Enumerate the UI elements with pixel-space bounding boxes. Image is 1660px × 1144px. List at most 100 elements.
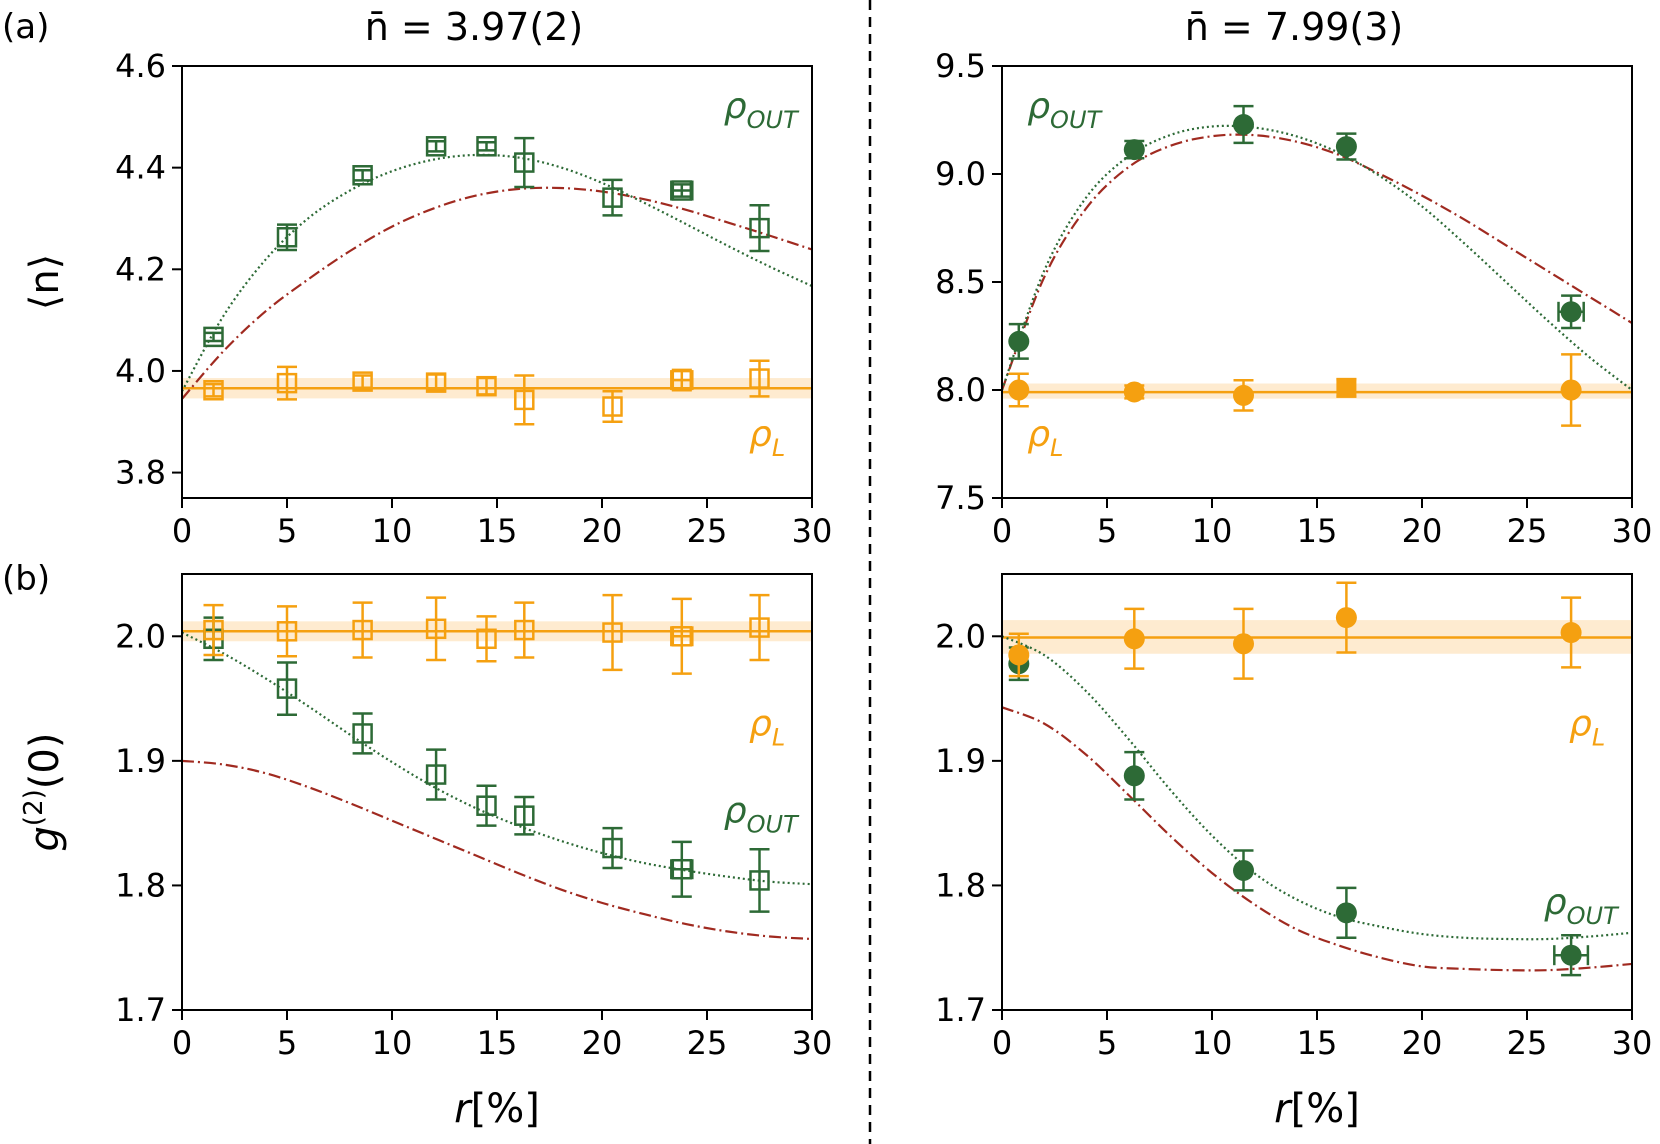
data-point-l xyxy=(1560,353,1582,427)
data-point-l xyxy=(203,380,224,401)
data-point-out xyxy=(1123,750,1145,801)
data-point-out xyxy=(1335,132,1357,161)
y-tick-label: 4.4 xyxy=(115,149,166,187)
x-tick-label: 30 xyxy=(1612,1024,1653,1062)
data-point-l xyxy=(1233,379,1254,412)
y-tick-label: 1.8 xyxy=(935,866,986,904)
data-point-l xyxy=(476,615,497,663)
data-point-l xyxy=(425,372,447,393)
data-point-out xyxy=(1335,886,1357,939)
data-point-l xyxy=(749,359,770,398)
data-point-out xyxy=(1008,322,1030,360)
data-point-out xyxy=(203,326,224,348)
x-tick-label: 30 xyxy=(792,1024,833,1062)
theory-curve xyxy=(1002,706,1632,972)
x-tick-label: 5 xyxy=(277,1024,297,1062)
data-point-out xyxy=(352,712,373,755)
y-tick-label: 1.9 xyxy=(935,742,986,780)
data-point-out xyxy=(1123,139,1145,161)
x-tick-label: 30 xyxy=(792,512,833,550)
data-point-out xyxy=(425,748,447,801)
y-tick-label: 8.5 xyxy=(935,263,986,301)
y-tick-label: 4.2 xyxy=(115,250,166,288)
x-tick-label: 25 xyxy=(1507,1024,1548,1062)
data-point-out xyxy=(602,178,623,217)
data-point-l xyxy=(276,605,298,658)
data-point-l xyxy=(425,596,447,662)
data-point-out xyxy=(1233,849,1254,892)
column-title-left: n̄ = 3.97(2) xyxy=(365,5,584,49)
data-point-l xyxy=(602,390,623,424)
data-point-out xyxy=(749,848,770,913)
y-axis-label: ⟨n⟩ xyxy=(22,254,68,311)
data-point-out xyxy=(476,136,497,157)
y-axis-label: g(2)(0) xyxy=(19,733,68,852)
data-point-out xyxy=(602,826,623,870)
x-axis-label: r[%] xyxy=(454,1086,540,1132)
data-point-l xyxy=(276,365,298,401)
data-point-l xyxy=(1008,372,1030,408)
y-tick-label: 1.7 xyxy=(935,991,986,1029)
x-tick-label: 5 xyxy=(1097,1024,1117,1062)
data-point-l xyxy=(670,597,694,675)
x-tick-label: 25 xyxy=(687,1024,728,1062)
panel-top-right: 0 5 10 15 20 25 30 7.5 8.0 8.5 9.0 9.5 ρOUT ρL xyxy=(935,47,1652,550)
data-point-out xyxy=(276,223,298,252)
x-tick-label: 25 xyxy=(687,512,728,550)
theory-curve xyxy=(1002,133,1632,391)
x-tick-label: 15 xyxy=(477,1024,518,1062)
data-point-l xyxy=(1560,596,1582,669)
fit-curve xyxy=(1002,635,1632,941)
x-tick-label: 10 xyxy=(1192,1024,1233,1062)
data-point-l xyxy=(602,593,623,672)
y-tick-label: 1.8 xyxy=(115,866,166,904)
y-tick-label: 8.0 xyxy=(935,371,986,409)
theory-curve xyxy=(182,759,812,941)
fit-curve xyxy=(182,631,812,886)
data-point-l xyxy=(1123,607,1145,670)
axes-frame xyxy=(181,65,813,499)
y-tick-label: 2.0 xyxy=(115,617,166,655)
x-tick-label: 10 xyxy=(372,1024,413,1062)
y-tick-label: 9.0 xyxy=(935,155,986,193)
x-tick-label: 30 xyxy=(1612,512,1653,550)
y-tick-label: 4.0 xyxy=(115,352,166,390)
y-tick-label: 1.9 xyxy=(115,742,166,780)
series-label-rho-l: ρL xyxy=(1027,414,1063,462)
x-tick-label: 10 xyxy=(372,512,413,550)
data-point-l xyxy=(514,601,535,659)
x-axis-label: r[%] xyxy=(1274,1086,1360,1132)
y-tick-label: 2.0 xyxy=(935,617,986,655)
series-label-rho-out: ρOUT xyxy=(1027,86,1103,134)
x-tick-label: 5 xyxy=(1097,512,1117,550)
series-label-rho-l: ρL xyxy=(749,703,785,751)
x-tick-label: 20 xyxy=(1402,1024,1443,1062)
panel-tag-a: (a) xyxy=(2,7,49,47)
column-title-right: n̄ = 7.99(3) xyxy=(1185,5,1404,49)
data-point-out xyxy=(1557,294,1585,330)
x-tick-label: 15 xyxy=(1297,512,1338,550)
data-point-l xyxy=(670,368,694,392)
series-label-rho-l: ρL xyxy=(749,414,785,462)
series-label-rho-out: ρOUT xyxy=(1544,882,1620,930)
x-tick-label: 10 xyxy=(1192,512,1233,550)
x-tick-label: 0 xyxy=(172,512,192,550)
y-tick-label: 3.8 xyxy=(115,454,166,492)
x-tick-label: 15 xyxy=(477,512,518,550)
y-tick-label: 7.5 xyxy=(935,479,986,517)
data-point-l xyxy=(1336,377,1357,398)
data-point-out xyxy=(670,840,694,898)
x-tick-label: 25 xyxy=(1507,512,1548,550)
data-point-out xyxy=(514,795,535,836)
data-point-l xyxy=(1123,381,1145,403)
panel-bottom-left: 0 5 10 15 20 25 30 1.7 1.8 1.9 2.0 r[%] g(2)(0) ρOUT ρ… xyxy=(19,573,833,1132)
data-point-l xyxy=(352,601,373,659)
data-point-out xyxy=(1553,934,1590,977)
series-label-rho-l: ρL xyxy=(1569,703,1605,751)
x-tick-label: 0 xyxy=(992,1024,1012,1062)
x-tick-label: 0 xyxy=(992,512,1012,550)
x-tick-label: 20 xyxy=(1402,512,1443,550)
data-point-l xyxy=(1335,581,1357,654)
data-point-out xyxy=(670,180,694,201)
